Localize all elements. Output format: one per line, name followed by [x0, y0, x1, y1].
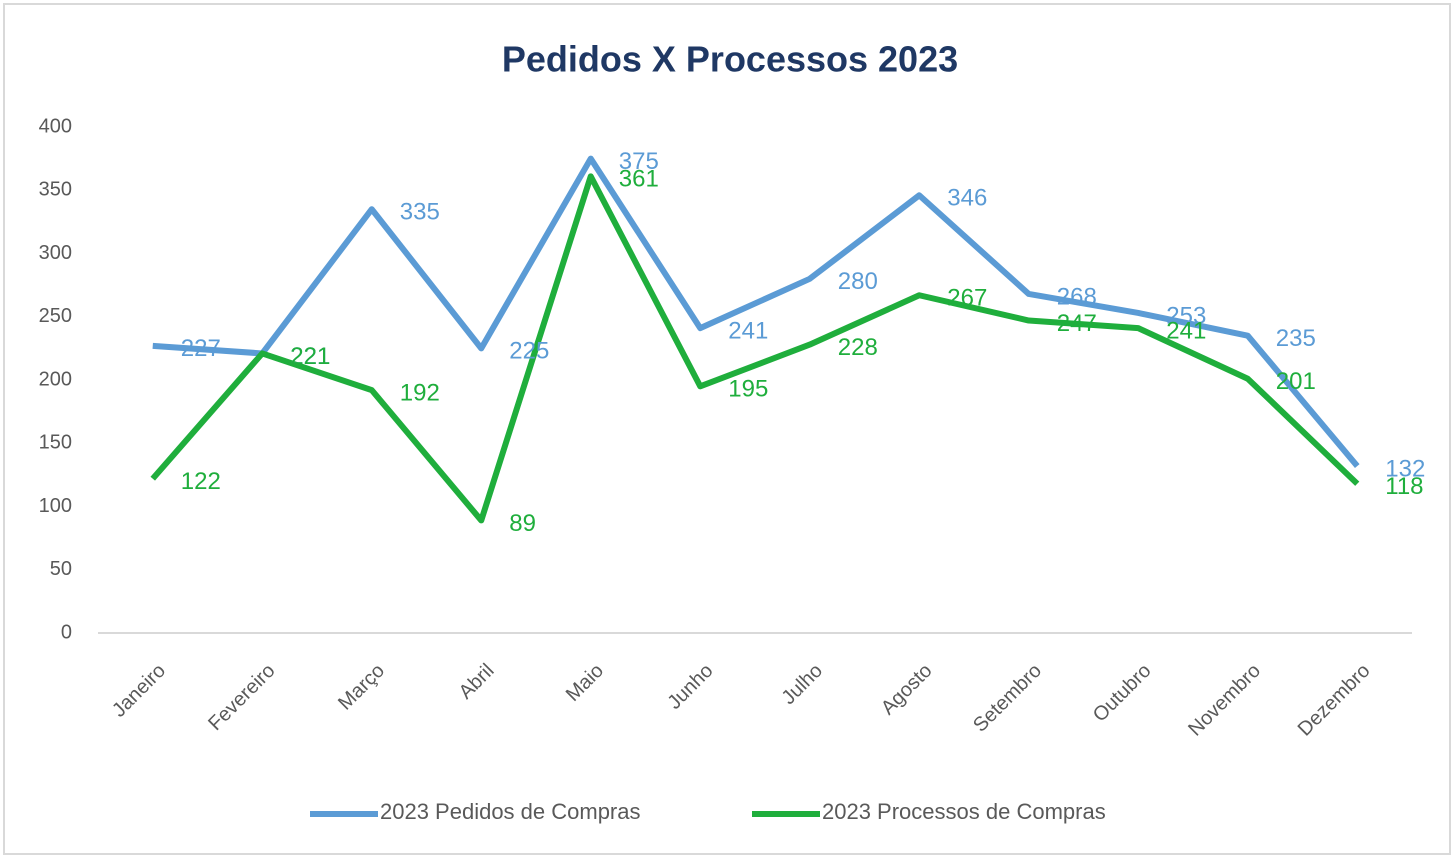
data-label: 241 [1166, 317, 1206, 344]
y-tick-label: 300 [39, 242, 72, 264]
data-label: 268 [1057, 283, 1097, 310]
series-line [150, 173, 1360, 524]
data-label: 132 [1385, 455, 1425, 482]
data-label: 225 [509, 338, 549, 365]
data-label: 228 [838, 334, 878, 361]
data-label: 375 [619, 148, 659, 175]
data-label: 247 [1057, 310, 1097, 337]
y-tick-label: 200 [39, 368, 72, 390]
y-tick-label: 400 [39, 115, 72, 137]
data-label: 227 [181, 335, 221, 362]
data-label: 195 [728, 376, 768, 403]
data-label: 201 [1276, 368, 1316, 395]
y-tick-label: 250 [39, 305, 72, 327]
chart-frame [3, 3, 1451, 855]
data-label: 346 [947, 185, 987, 212]
data-label: 361 [619, 166, 659, 193]
chart-title: Pedidos X Processos 2023 [502, 39, 958, 80]
y-tick-label: 0 [61, 621, 72, 643]
data-label: 221 [290, 343, 330, 370]
data-label: 235 [1276, 325, 1316, 352]
y-tick-label: 350 [39, 179, 72, 201]
data-label: 335 [400, 199, 440, 226]
data-label: 253 [1166, 302, 1206, 329]
data-label: 89 [509, 510, 536, 537]
data-label: 267 [947, 285, 987, 312]
y-tick-label: 50 [50, 558, 72, 580]
data-label: 118 [1385, 473, 1423, 500]
data-label: 122 [181, 468, 221, 495]
legend-label: 2023 Pedidos de Compras [380, 799, 641, 824]
legend-label: 2023 Processos de Compras [822, 799, 1106, 824]
data-label: 192 [400, 379, 440, 406]
y-tick-label: 150 [39, 432, 72, 454]
series-line [152, 155, 1360, 468]
data-label: 241 [728, 317, 768, 344]
data-label: 221 [290, 343, 330, 370]
y-tick-label: 100 [39, 495, 72, 517]
data-label: 280 [838, 268, 878, 295]
